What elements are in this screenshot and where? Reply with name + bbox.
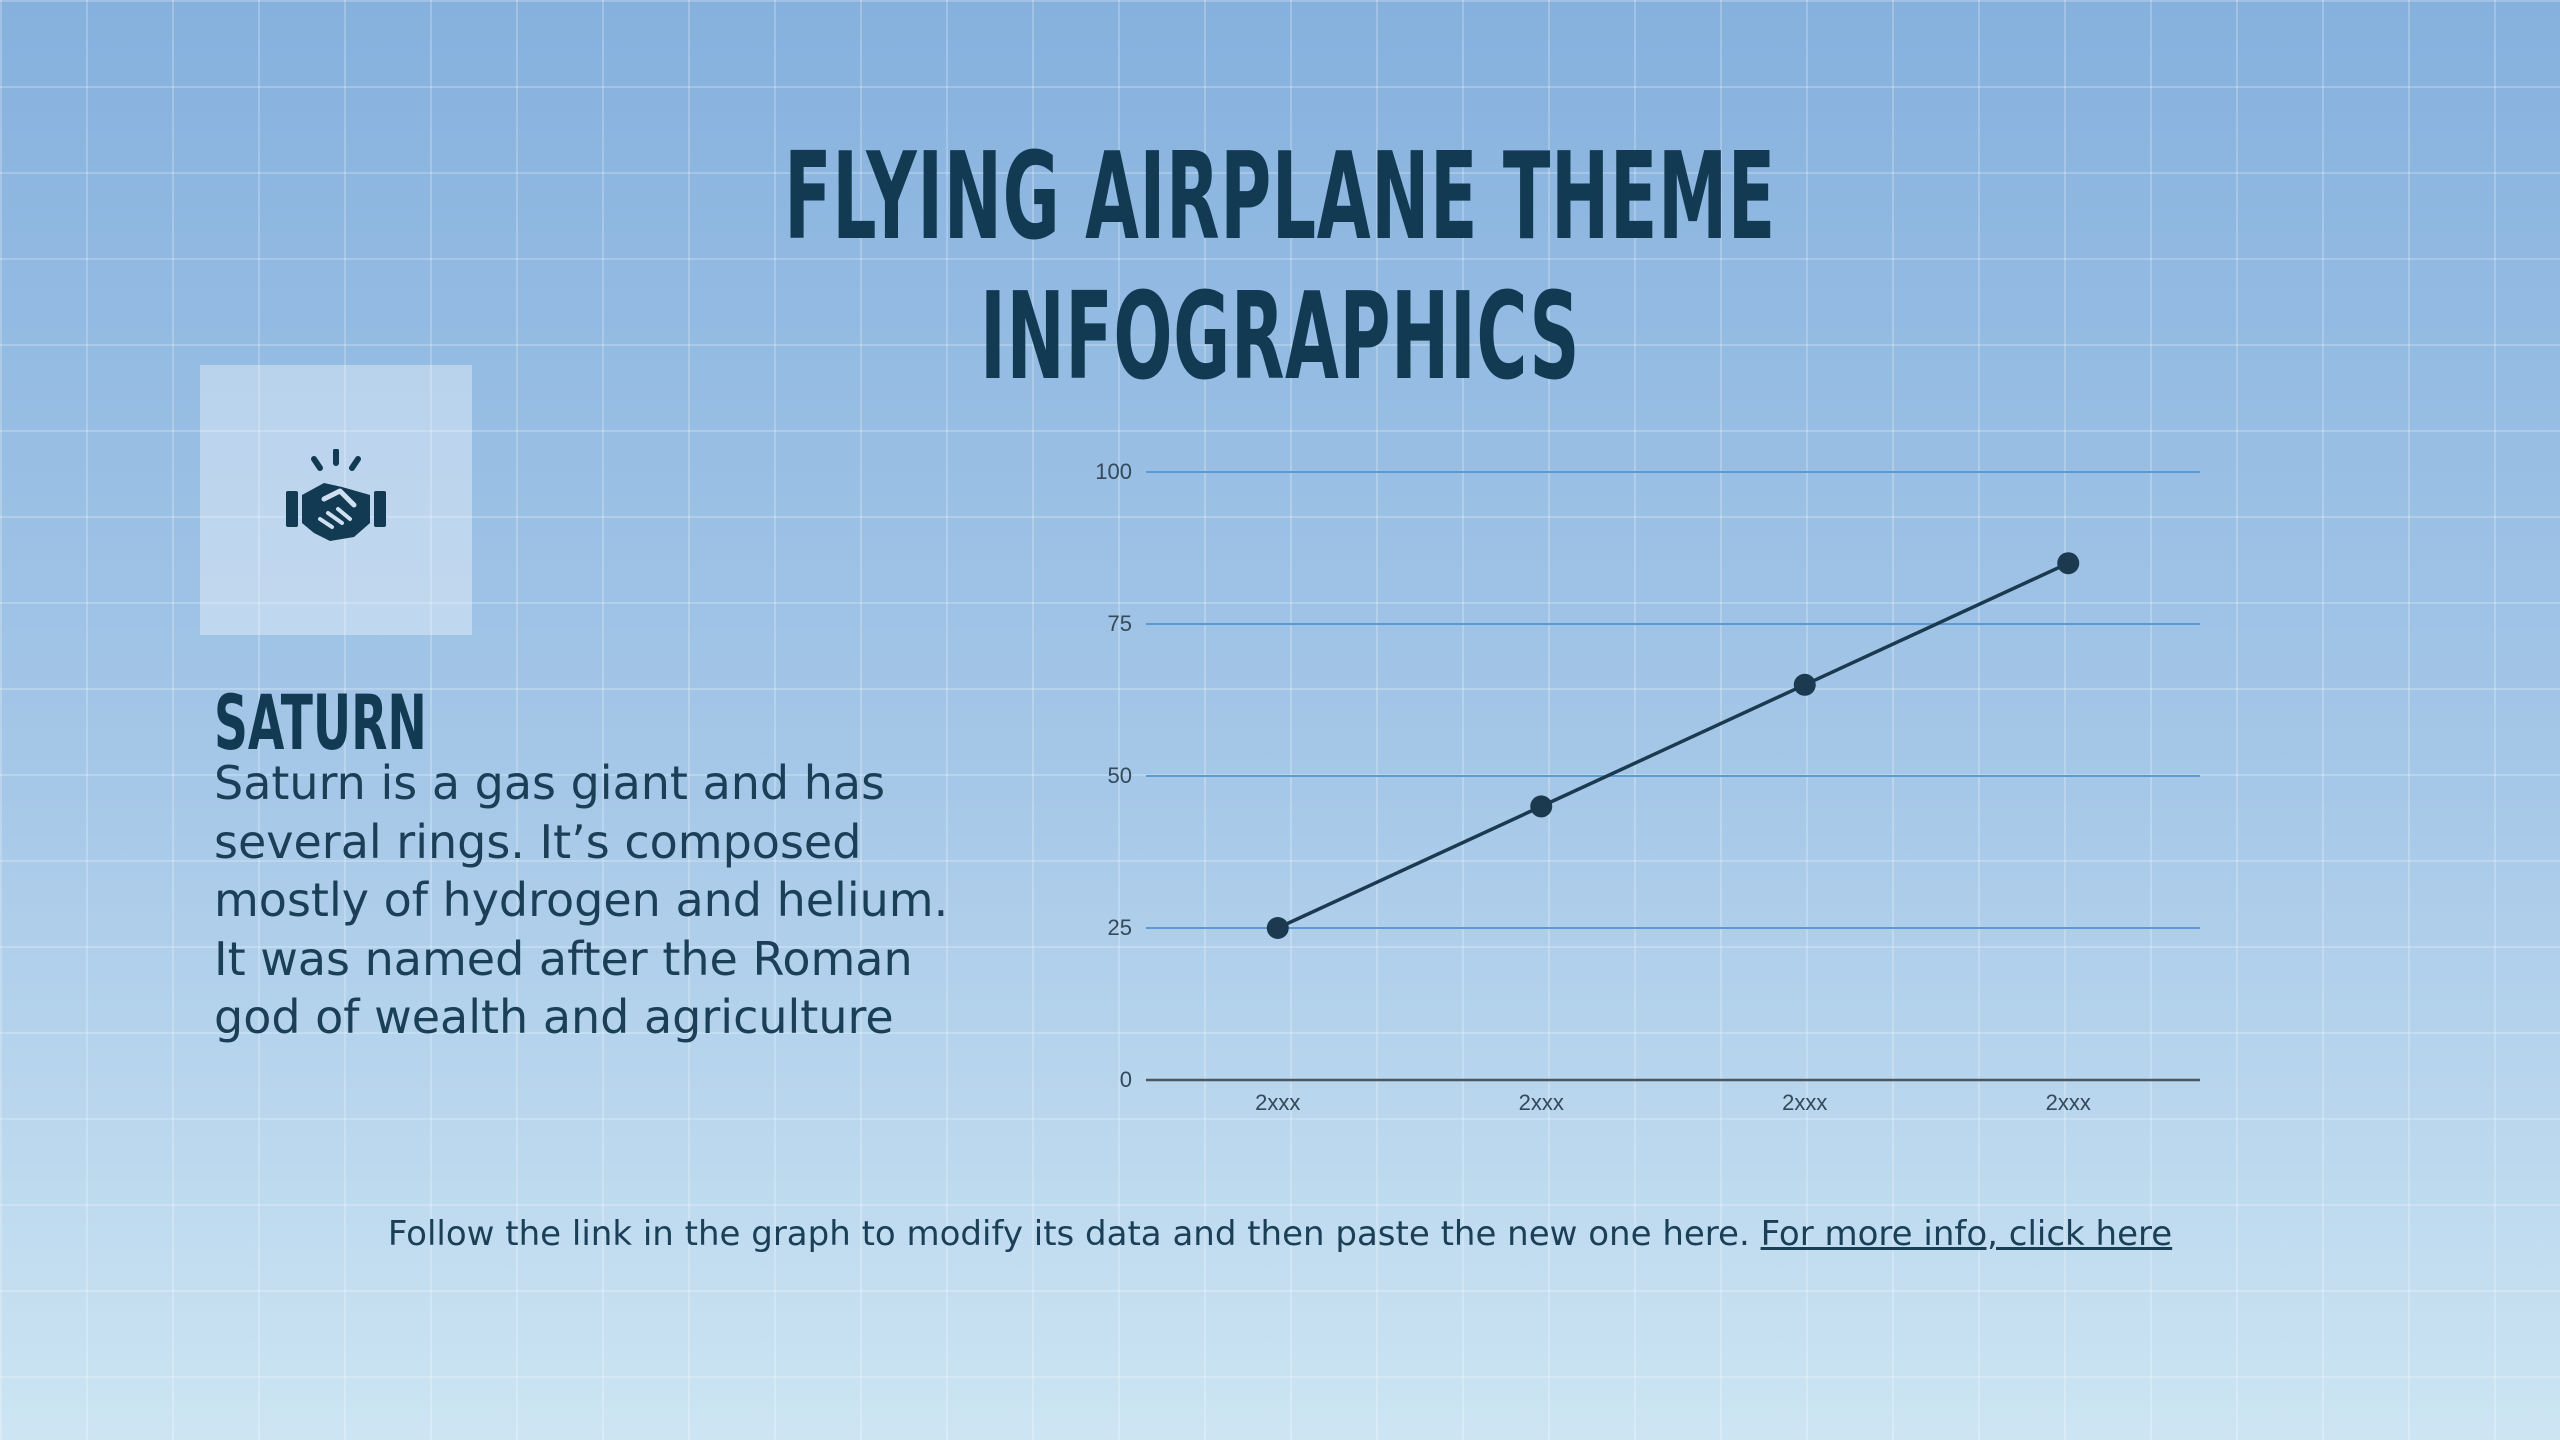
card-body: Saturn is a gas giant and has several ri… — [214, 756, 949, 1044]
handshake-icon — [286, 449, 386, 541]
x-tick-label: 2xxx — [2046, 1090, 2091, 1115]
data-point — [1793, 673, 1816, 696]
y-tick-label: 100 — [1095, 459, 1132, 484]
y-tick-label: 50 — [1108, 763, 1132, 788]
line-chart-svg: 0 25 50 75 100 2xxx 2xxx 2xxx 2xxx — [1095, 459, 2200, 1115]
footer-note: Follow the link in the graph to modify i… — [0, 1214, 2560, 1254]
y-tick-label: 25 — [1108, 915, 1132, 940]
line-chart: 0 25 50 75 100 2xxx 2xxx 2xxx 2xxx — [1060, 440, 2220, 1134]
x-tick-label: 2xxx — [1255, 1090, 1300, 1115]
y-tick-label: 75 — [1108, 611, 1132, 636]
footer-text: Follow the link in the graph to modify i… — [387, 1214, 1761, 1254]
icon-card — [200, 365, 472, 635]
series-line — [1277, 561, 2069, 930]
x-tick-label: 2xxx — [1782, 1090, 1827, 1115]
data-point — [1530, 795, 1553, 818]
data-point — [1266, 917, 1289, 939]
page-title: FLYING AIRPLANE THEME INFOGRAPHICS — [784, 128, 1776, 407]
card-heading: SATURN — [214, 678, 427, 767]
data-point — [2057, 552, 2080, 575]
more-info-link[interactable]: For more info, click here — [1760, 1214, 2173, 1254]
x-tick-label: 2xxx — [1519, 1090, 1564, 1115]
y-tick-label: 0 — [1120, 1067, 1132, 1092]
